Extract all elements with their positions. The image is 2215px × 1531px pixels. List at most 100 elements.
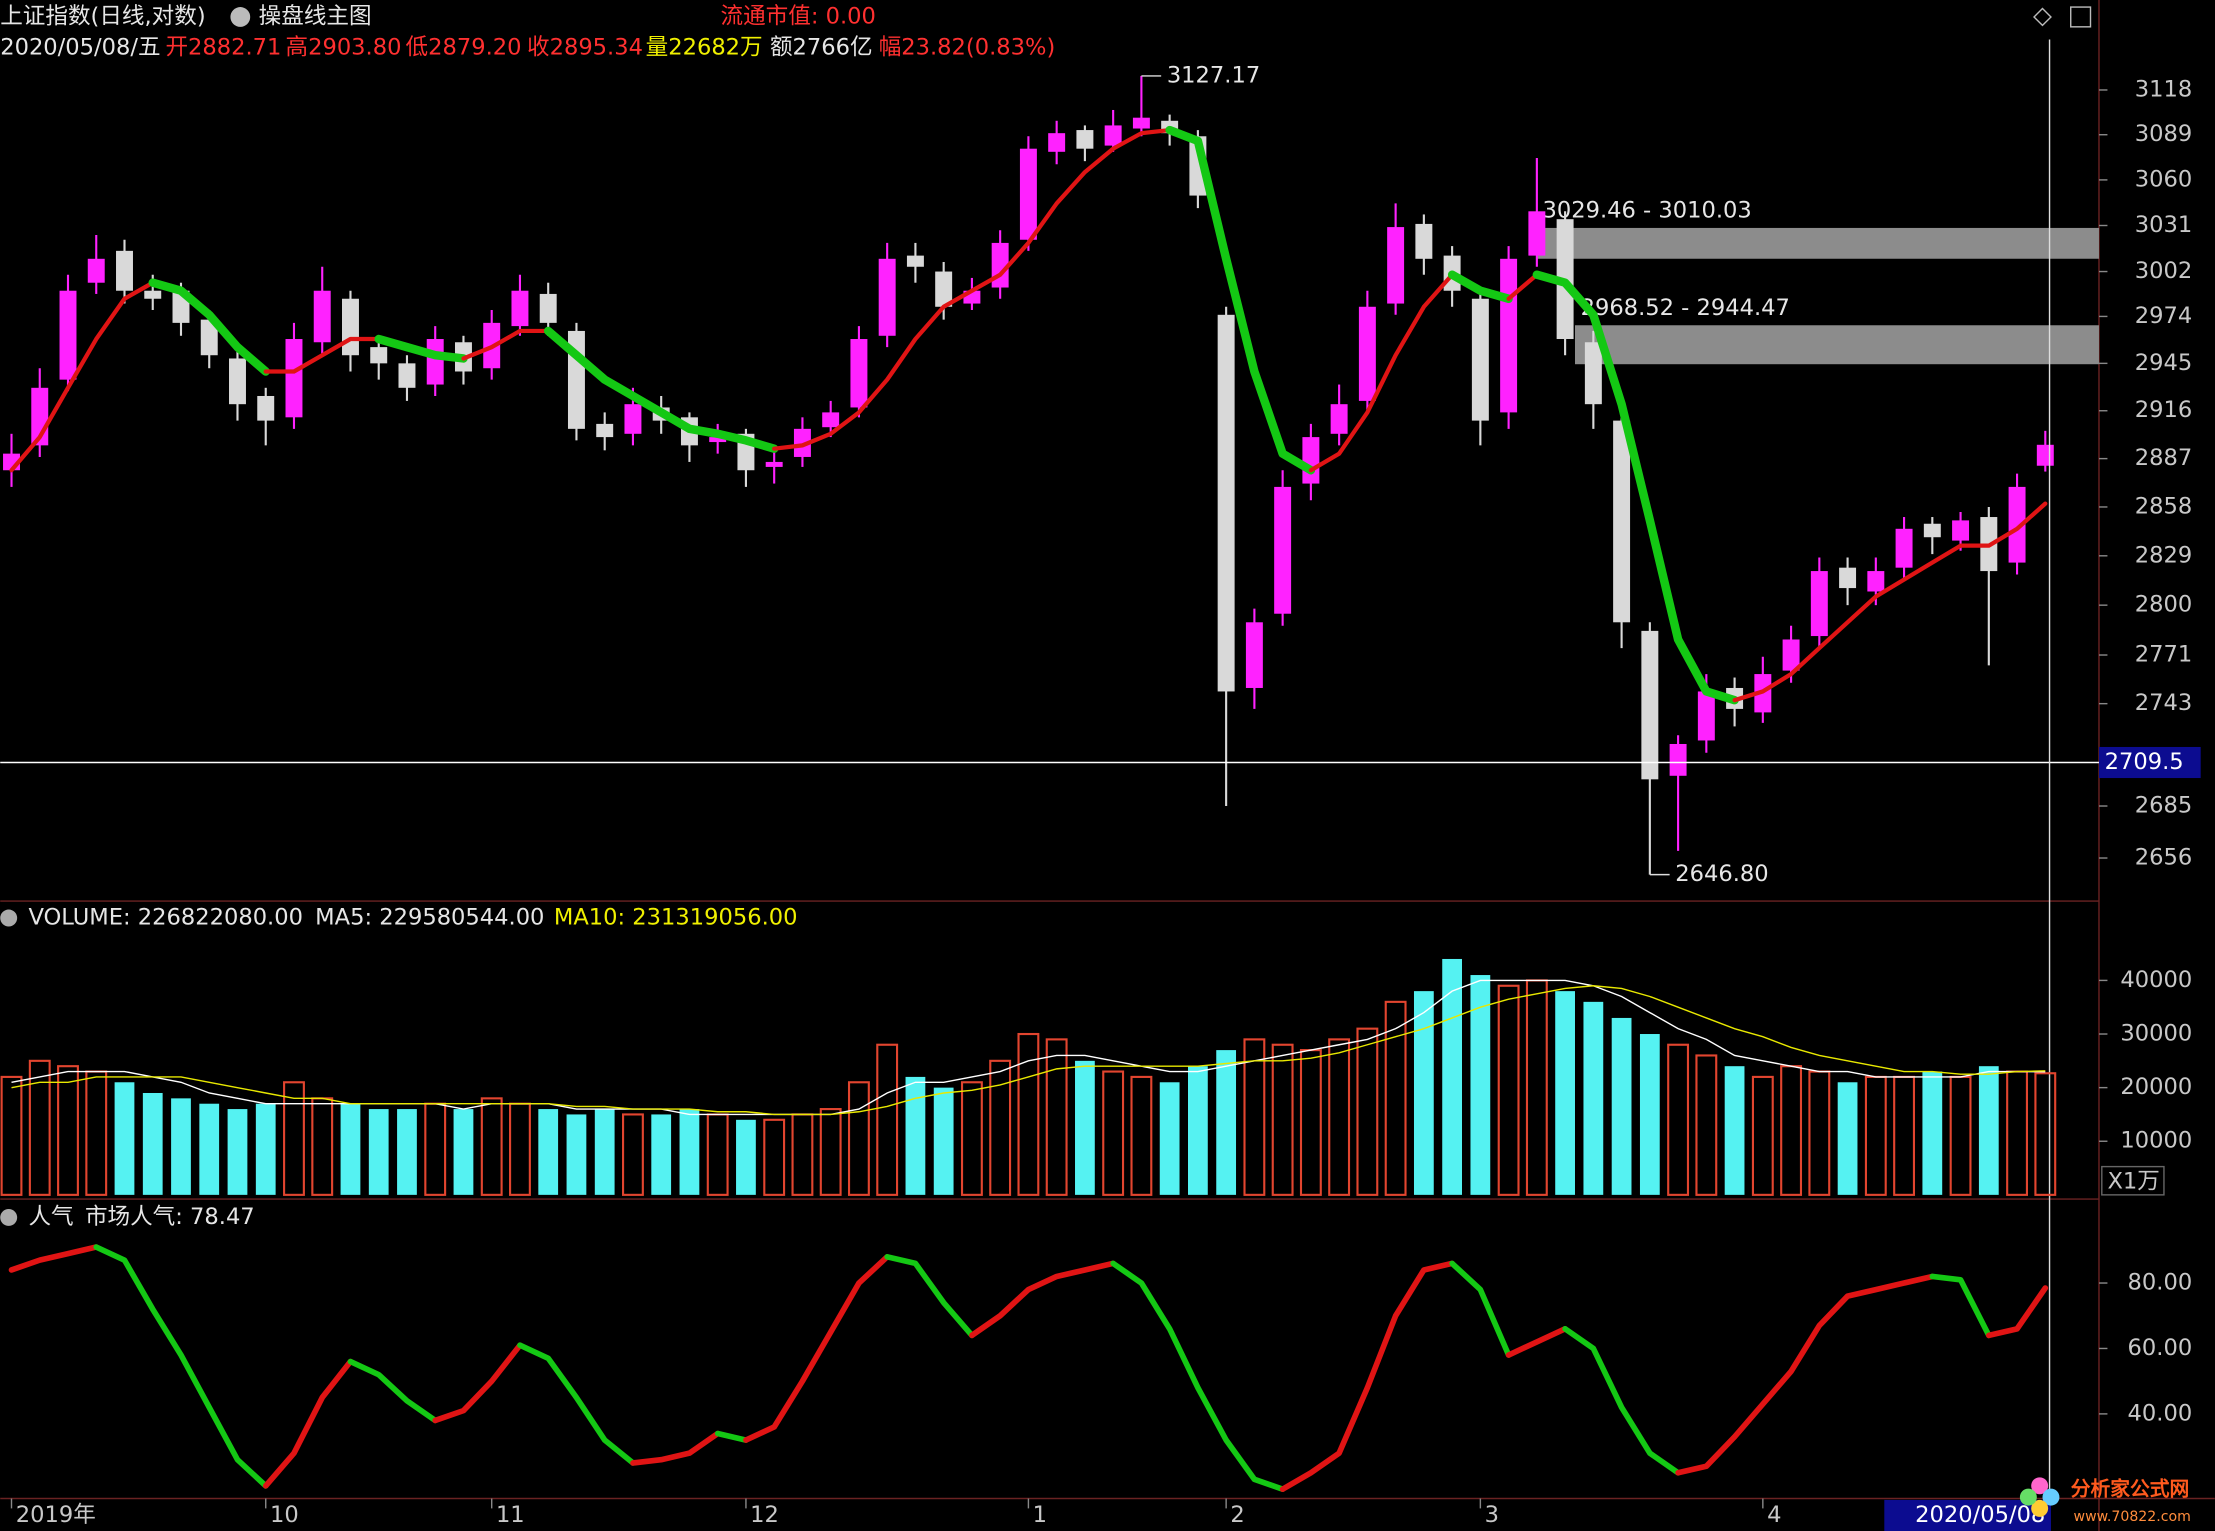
volume-bar <box>28 1059 51 1196</box>
logo-petal <box>2031 1499 2049 1517</box>
volume-bar <box>1497 984 1520 1196</box>
y-tick-label: 2656 <box>2135 845 2192 871</box>
line-segment <box>1732 501 2048 703</box>
volume-bar <box>227 1109 248 1195</box>
volume-bar <box>340 1103 361 1195</box>
candle-body <box>1782 639 1800 671</box>
candle-body <box>1076 130 1094 149</box>
volume-bar <box>1639 1034 1660 1195</box>
candle-body <box>1217 314 1235 692</box>
ma10-line <box>11 985 2046 1116</box>
volume-bar <box>566 1114 587 1195</box>
watermark-url: www.70822.com <box>2074 1509 2191 1525</box>
volume-bar <box>1075 1060 1095 1195</box>
volume-bar <box>1555 991 1575 1195</box>
candle-body <box>765 461 783 467</box>
candle-body <box>144 290 162 299</box>
line-segment <box>543 326 779 453</box>
dropdown-icon[interactable] <box>0 1208 18 1226</box>
candle-body <box>1302 437 1320 484</box>
line-segment <box>517 1342 636 1466</box>
y-tick-label: 3089 <box>2135 121 2192 147</box>
line-segment <box>262 1358 354 1489</box>
candle-body <box>1697 691 1715 741</box>
line-segment <box>148 278 270 376</box>
line-segment <box>374 334 468 363</box>
line-segment <box>772 127 1172 451</box>
icon[interactable] <box>2070 6 2092 28</box>
y-tick-label: 2887 <box>2135 445 2192 471</box>
volume-bar <box>1751 1075 1774 1196</box>
y-tick-label: 2858 <box>2135 493 2192 519</box>
y-tick-label: 2800 <box>2135 592 2192 618</box>
volume-bar <box>736 1119 756 1195</box>
volume-bar <box>651 1114 672 1195</box>
x-label-box <box>1884 1499 2051 1531</box>
candle-body <box>1500 258 1518 413</box>
unit: X1万 <box>2107 1169 2159 1195</box>
line-segment <box>630 1430 721 1466</box>
volume-bar <box>876 1043 899 1196</box>
volume-bar <box>0 1075 23 1196</box>
candle-body <box>1584 342 1602 405</box>
volume-bar <box>594 1109 615 1195</box>
volume: 量22682万 <box>646 35 763 61</box>
volume-bar <box>368 1109 389 1195</box>
volume-bar <box>480 1097 503 1196</box>
volume-bar <box>933 1087 954 1195</box>
candle-body <box>398 363 416 388</box>
y-tick-label: 2771 <box>2135 642 2192 668</box>
zone-label: 2968.52 - 2944.47 <box>1581 295 1790 321</box>
candle-body <box>342 298 359 356</box>
zone <box>1574 325 2099 365</box>
volume-bar <box>1837 1082 1858 1195</box>
x-tick-label: 1 <box>1033 1502 1047 1528</box>
volume-bar <box>1102 1070 1125 1196</box>
ma5-label: MA5: 229580544.00 <box>315 905 544 931</box>
volume-bar <box>1611 1017 1632 1195</box>
volume-bar <box>1188 1066 1208 1195</box>
volume-bar <box>283 1081 305 1196</box>
candle-body <box>1952 520 1970 541</box>
candle-body <box>1415 223 1433 259</box>
close: 收2895.34 <box>527 35 643 61</box>
volume-header: VOLUME: 226822080.00 <box>28 905 303 931</box>
candle-body <box>1132 117 1150 129</box>
dropdown-icon[interactable] <box>230 7 251 27</box>
icon[interactable] <box>2033 7 2052 27</box>
line-segment <box>432 1342 523 1424</box>
marks: 3118 3089 3060 3031 3002 2974 2945 2916 2887 2858… <box>0 39 2201 1531</box>
market-value: 流通市值: 0.00 <box>721 3 876 29</box>
candle-body <box>906 255 924 267</box>
candle-body <box>257 395 275 421</box>
volume-bar <box>1130 1075 1153 1196</box>
low: 低2879.20 <box>406 35 522 61</box>
volume-bar <box>1695 1054 1718 1196</box>
line-segment <box>1449 1260 1512 1358</box>
candle-body <box>200 319 218 356</box>
watermark: 分析家公式网 <box>2071 1478 2190 1501</box>
x-tick-label: 2 <box>1230 1502 1244 1528</box>
volume-bar <box>1922 1071 1943 1195</box>
candle-body <box>1867 571 1885 592</box>
x-tick-label: 3 <box>1485 1502 1499 1528</box>
volume-bar <box>1017 1032 1040 1196</box>
template[interactable]: 操盘线主图 <box>259 3 372 29</box>
line-segment <box>1505 1326 1568 1358</box>
volume-bar <box>1978 1066 1999 1195</box>
line-segment <box>461 328 551 361</box>
zone <box>1536 227 2099 259</box>
ma10-label: MA10: 231319056.00 <box>554 905 798 931</box>
candle-body <box>1245 622 1263 688</box>
y-tick-label: 80.00 <box>2128 1270 2193 1296</box>
candle-body <box>596 423 614 438</box>
line-segment <box>1165 125 1316 475</box>
line-segment <box>1985 1285 2049 1339</box>
logo-petal <box>2031 1477 2049 1495</box>
candle-body <box>878 258 896 336</box>
dropdown-icon[interactable] <box>0 909 18 927</box>
candle-body <box>1387 227 1405 304</box>
y-tick-label: 2945 <box>2135 350 2192 376</box>
candle-body <box>1528 211 1546 256</box>
